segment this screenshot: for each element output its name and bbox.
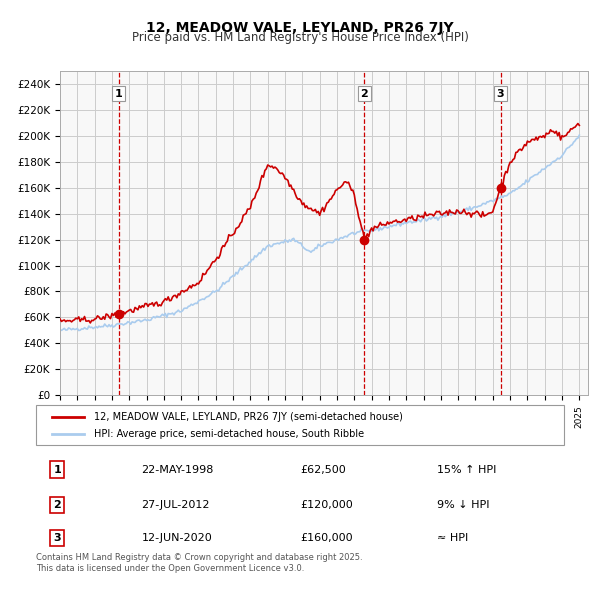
Text: £160,000: £160,000	[300, 533, 353, 543]
FancyBboxPatch shape	[36, 405, 564, 445]
Text: Price paid vs. HM Land Registry's House Price Index (HPI): Price paid vs. HM Land Registry's House …	[131, 31, 469, 44]
Text: 3: 3	[53, 533, 61, 543]
Text: HPI: Average price, semi-detached house, South Ribble: HPI: Average price, semi-detached house,…	[94, 429, 364, 439]
Text: 15% ↑ HPI: 15% ↑ HPI	[437, 465, 497, 475]
Text: 12, MEADOW VALE, LEYLAND, PR26 7JY: 12, MEADOW VALE, LEYLAND, PR26 7JY	[146, 21, 454, 35]
Text: £62,500: £62,500	[300, 465, 346, 475]
Text: 3: 3	[497, 88, 505, 99]
Text: Contains HM Land Registry data © Crown copyright and database right 2025.
This d: Contains HM Land Registry data © Crown c…	[36, 553, 362, 573]
Text: ≈ HPI: ≈ HPI	[437, 533, 469, 543]
Text: 12-JUN-2020: 12-JUN-2020	[142, 533, 212, 543]
Text: 1: 1	[115, 88, 122, 99]
Text: 2: 2	[53, 500, 61, 510]
Text: 27-JUL-2012: 27-JUL-2012	[142, 500, 210, 510]
Text: 2: 2	[360, 88, 368, 99]
Text: 12, MEADOW VALE, LEYLAND, PR26 7JY (semi-detached house): 12, MEADOW VALE, LEYLAND, PR26 7JY (semi…	[94, 412, 403, 422]
Text: 1: 1	[53, 465, 61, 475]
Text: 22-MAY-1998: 22-MAY-1998	[142, 465, 214, 475]
Text: £120,000: £120,000	[300, 500, 353, 510]
Text: 9% ↓ HPI: 9% ↓ HPI	[437, 500, 490, 510]
